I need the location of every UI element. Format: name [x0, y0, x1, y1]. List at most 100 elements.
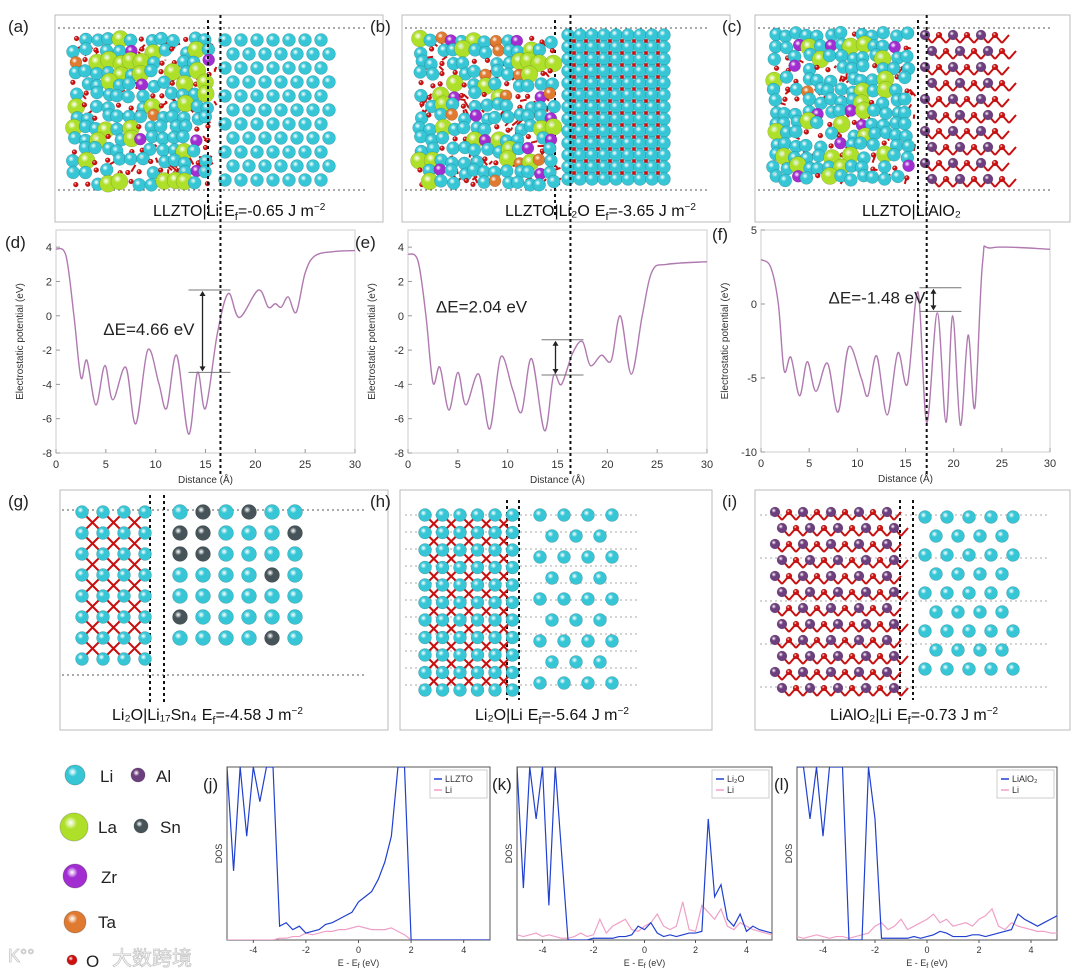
- atom-o: [419, 101, 425, 107]
- legend-entry: Li: [445, 785, 452, 795]
- bond: [479, 552, 493, 566]
- atom-li: [900, 26, 915, 40]
- y-tick-label: -4: [42, 379, 52, 391]
- chart-d-label: (d): [5, 233, 26, 252]
- atom-li: [767, 52, 782, 66]
- x-tick-label: 5: [103, 459, 109, 471]
- atom-o: [876, 652, 884, 660]
- atom-li: [195, 609, 211, 625]
- x-tick-label: 25: [299, 459, 311, 471]
- atom-o: [813, 572, 821, 580]
- atom-li: [242, 103, 256, 117]
- atom-li: [962, 510, 976, 524]
- atom-al: [804, 682, 816, 694]
- bond: [444, 604, 458, 618]
- x-tick-label: 10: [150, 459, 162, 471]
- delta-e-annotation: ΔE=2.04 eV: [436, 297, 528, 316]
- x-axis-label: E - Ef (eV): [906, 958, 947, 970]
- atom-o: [458, 92, 465, 99]
- atom-al: [832, 554, 844, 566]
- atom-li: [322, 103, 336, 117]
- atom-li: [488, 543, 502, 557]
- atom-li: [298, 61, 312, 75]
- bond: [84, 598, 101, 615]
- atom-li: [633, 136, 647, 150]
- atom-li: [298, 89, 312, 103]
- atom-o: [470, 181, 476, 188]
- bond: [462, 517, 476, 531]
- atom-li: [195, 588, 211, 604]
- atom-li: [918, 548, 932, 562]
- chart-f: (f) 0 5 10 15 20 25 30 5 0 -5 -10 Distance (Å) Electr…: [712, 15, 1056, 485]
- atom-o: [825, 66, 831, 73]
- atom-li: [581, 508, 595, 522]
- atom-li: [940, 662, 954, 676]
- atom-zr: [134, 132, 147, 146]
- atom-li: [951, 529, 965, 543]
- atom-li: [645, 52, 659, 66]
- atom-al: [860, 554, 872, 566]
- atom-o: [139, 46, 145, 52]
- atom-al: [797, 538, 809, 550]
- atom-o: [827, 121, 833, 128]
- panel-g: (g) Li₂O|Li₁₇Sn₄ Ef=-4.58 J m−2: [8, 489, 389, 731]
- atom-o: [970, 79, 978, 87]
- atom-o: [998, 111, 1006, 119]
- atom-li: [234, 61, 248, 75]
- atom-li: [505, 648, 520, 662]
- atom-li: [478, 45, 493, 60]
- atom-li: [418, 648, 432, 662]
- atom-li: [453, 613, 467, 627]
- atom-o: [963, 63, 971, 71]
- atom-li: [657, 160, 671, 174]
- atom-li: [157, 75, 171, 90]
- atom-o: [93, 167, 100, 173]
- atom-li: [585, 40, 599, 54]
- atom-o: [935, 159, 943, 167]
- atom-li: [633, 160, 647, 174]
- bond: [126, 535, 143, 552]
- atom-li: [287, 504, 303, 520]
- bond: [169, 164, 177, 172]
- bond: [462, 587, 476, 601]
- bond: [1001, 66, 1010, 76]
- atom-li: [298, 145, 312, 159]
- atom-li: [75, 505, 89, 519]
- atom-li: [561, 76, 575, 90]
- atom-li: [282, 33, 296, 47]
- x-tick-label: 4: [744, 945, 749, 955]
- y-tick-label: 0: [751, 299, 757, 311]
- atom-li: [258, 75, 272, 89]
- x-tick-label: 30: [1044, 458, 1056, 470]
- atom-li: [789, 124, 803, 139]
- atom-li: [488, 613, 502, 627]
- atom-o: [963, 31, 971, 39]
- atom-li: [597, 76, 611, 90]
- panel-g-caption: Li₂O|Li₁₇Sn₄ Ef=-4.58 J m−2: [112, 706, 303, 727]
- atom-al: [888, 682, 900, 694]
- x-tick-label: 4: [1028, 945, 1033, 955]
- atom-li: [569, 529, 583, 543]
- atom-sn: [172, 525, 188, 541]
- bond: [84, 577, 101, 594]
- atom-li: [75, 568, 89, 582]
- atom-o: [452, 69, 458, 76]
- atom-al: [825, 666, 837, 678]
- x-tick-label: 15: [899, 458, 911, 470]
- atom-o: [525, 133, 532, 140]
- atom-li: [138, 526, 152, 540]
- atom-li: [605, 550, 619, 564]
- bond: [497, 674, 511, 688]
- atom-li: [918, 624, 932, 638]
- atom-li: [546, 174, 561, 189]
- atom-li: [453, 525, 467, 540]
- bond: [462, 534, 476, 548]
- atom-o: [813, 508, 821, 516]
- atom-li: [488, 630, 502, 645]
- atom-li: [481, 142, 495, 156]
- atom-li: [505, 613, 520, 627]
- atom-li: [657, 112, 671, 126]
- atom-li: [250, 173, 264, 187]
- atom-o: [970, 111, 978, 119]
